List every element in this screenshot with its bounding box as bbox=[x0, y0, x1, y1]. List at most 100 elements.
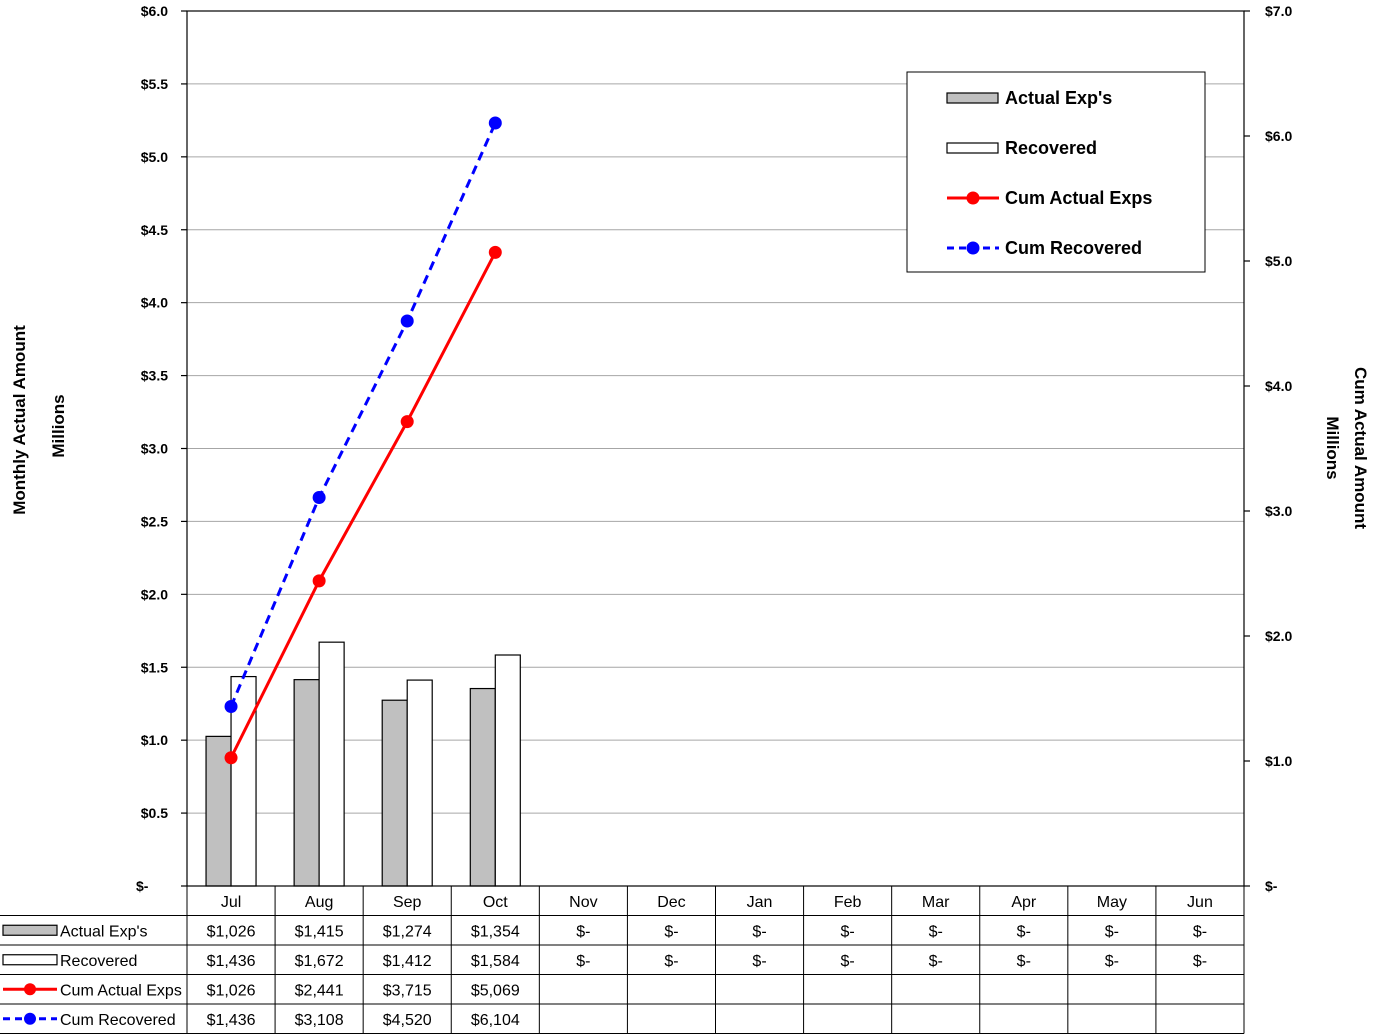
right-tick-label: $4.0 bbox=[1265, 378, 1292, 394]
table-cell: $- bbox=[752, 923, 766, 940]
table-cell: $- bbox=[929, 923, 943, 940]
legend-marker bbox=[966, 241, 980, 255]
left-tick-label: $6.0 bbox=[141, 3, 168, 19]
legend-label: Recovered bbox=[1005, 138, 1097, 158]
right-tick-label: $2.0 bbox=[1265, 628, 1292, 644]
table-cell: $1,672 bbox=[295, 953, 344, 970]
table-cell: $1,412 bbox=[383, 953, 432, 970]
category-label: Oct bbox=[483, 894, 508, 911]
cum-recovered-line bbox=[229, 122, 497, 708]
table-cell: $- bbox=[1017, 953, 1031, 970]
table-cell: $1,026 bbox=[207, 923, 256, 940]
table-cell: $1,354 bbox=[471, 923, 520, 940]
legend: Actual Exp's Recovered Cum Actual Exps Cum … bbox=[906, 71, 1206, 273]
left-axis-subtitle: Millions bbox=[49, 394, 68, 457]
table-row-header: Actual Exp's bbox=[60, 923, 148, 940]
table-row-key bbox=[3, 983, 57, 996]
table-cell: $- bbox=[576, 923, 590, 940]
category-label: Apr bbox=[1011, 894, 1037, 911]
left-tick-label: $4.0 bbox=[141, 295, 168, 311]
table-cell: $5,069 bbox=[471, 982, 520, 999]
bar-recovered bbox=[406, 679, 433, 887]
legend-label: Cum Recovered bbox=[1005, 238, 1142, 258]
table-cell: $- bbox=[1105, 923, 1119, 940]
cum-actual-line-point bbox=[400, 415, 414, 429]
table-cell: $1,274 bbox=[383, 923, 432, 940]
table-cell: $- bbox=[1193, 923, 1207, 940]
right-tick-label: $5.0 bbox=[1265, 253, 1292, 269]
cum-actual-line-point bbox=[312, 574, 326, 588]
key-swatch-actual-exps bbox=[2, 924, 58, 936]
category-label: Mar bbox=[922, 894, 950, 911]
table-cell: $- bbox=[576, 953, 590, 970]
left-tick-label: $5.0 bbox=[141, 149, 168, 165]
left-tick-label: $2.5 bbox=[141, 513, 168, 529]
legend-label: Actual Exp's bbox=[1005, 88, 1112, 108]
table-cell: $4,520 bbox=[383, 1012, 432, 1029]
table-row-key bbox=[2, 954, 58, 966]
left-axis-title: Monthly Actual Amount bbox=[10, 325, 29, 515]
category-label: Jul bbox=[221, 894, 241, 911]
cum-actual-line-point bbox=[224, 751, 238, 765]
category-label: Jan bbox=[747, 894, 773, 911]
category-label: Dec bbox=[657, 894, 685, 911]
category-label: Feb bbox=[834, 894, 862, 911]
right-tick-label: $- bbox=[1265, 878, 1278, 894]
table-cell: $3,715 bbox=[383, 982, 432, 999]
table-row-header: Recovered bbox=[60, 953, 137, 970]
legend-label: Cum Actual Exps bbox=[1005, 188, 1152, 208]
cum-actual-line bbox=[229, 251, 497, 759]
cum-recovered-line-point bbox=[488, 116, 502, 130]
left-tick-label: $1.5 bbox=[141, 659, 168, 675]
cum-recovered-line-point bbox=[312, 491, 326, 504]
left-tick-label: $- bbox=[136, 878, 149, 894]
table-cell: $- bbox=[664, 923, 678, 940]
left-tick-label: $3.0 bbox=[141, 441, 168, 457]
table-cell: $- bbox=[664, 953, 678, 970]
legend-marker bbox=[966, 191, 980, 205]
category-label: Aug bbox=[305, 894, 333, 911]
category-label: May bbox=[1097, 894, 1127, 911]
bar-series bbox=[205, 641, 521, 887]
bar-actual-exps bbox=[293, 679, 320, 887]
axis-titles: Monthly Actual Amount Millions Cum Actual … bbox=[10, 325, 1370, 529]
table-row-header: Cum Recovered bbox=[60, 1012, 176, 1029]
category-label: Sep bbox=[393, 894, 422, 911]
key-marker-cum-recovered bbox=[24, 1012, 36, 1025]
cum-recovered-line-point bbox=[400, 314, 414, 328]
table-cell: $- bbox=[841, 953, 855, 970]
right-axis-subtitle: Millions bbox=[1323, 416, 1342, 479]
table-cell: $2,441 bbox=[295, 982, 344, 999]
legend-swatch bbox=[946, 92, 999, 104]
line-series bbox=[224, 116, 502, 765]
legend-swatch bbox=[946, 142, 999, 154]
bar-actual-exps bbox=[381, 699, 408, 887]
cum-recovered-line-point bbox=[224, 700, 238, 713]
category-label: Nov bbox=[569, 894, 597, 911]
left-tick-label: $1.0 bbox=[141, 732, 168, 748]
left-tick-label: $4.5 bbox=[141, 222, 168, 238]
table-cell: $1,026 bbox=[207, 982, 256, 999]
legend-box bbox=[906, 71, 1206, 273]
category-label: Jun bbox=[1187, 894, 1213, 911]
tick-labels: $- $0.5 $1.0 $1.5 $2.0 $2.5 $3.0 $3.5 $4.0 $4.5 $5… bbox=[136, 3, 1292, 894]
right-tick-label: $7.0 bbox=[1265, 3, 1292, 19]
left-tick-label: $0.5 bbox=[141, 805, 168, 821]
table-cell: $1,436 bbox=[207, 953, 256, 970]
right-tick-label: $3.0 bbox=[1265, 503, 1292, 519]
right-tick-label: $1.0 bbox=[1265, 753, 1292, 769]
table-cell: $3,108 bbox=[295, 1012, 344, 1029]
left-tick-label: $5.5 bbox=[141, 76, 168, 92]
table-cell: $1,436 bbox=[207, 1012, 256, 1029]
table-row-key bbox=[3, 1012, 57, 1025]
bar-recovered bbox=[318, 641, 345, 887]
cum-actual-line-point bbox=[488, 245, 502, 259]
key-marker-cum-actual bbox=[24, 983, 36, 996]
right-tick-label: $6.0 bbox=[1265, 128, 1292, 144]
table-cell: $- bbox=[1105, 953, 1119, 970]
key-swatch-recovered bbox=[2, 954, 58, 966]
bar-recovered bbox=[494, 654, 521, 887]
table-cell: $- bbox=[1017, 923, 1031, 940]
table-row-header: Cum Actual Exps bbox=[60, 982, 182, 999]
